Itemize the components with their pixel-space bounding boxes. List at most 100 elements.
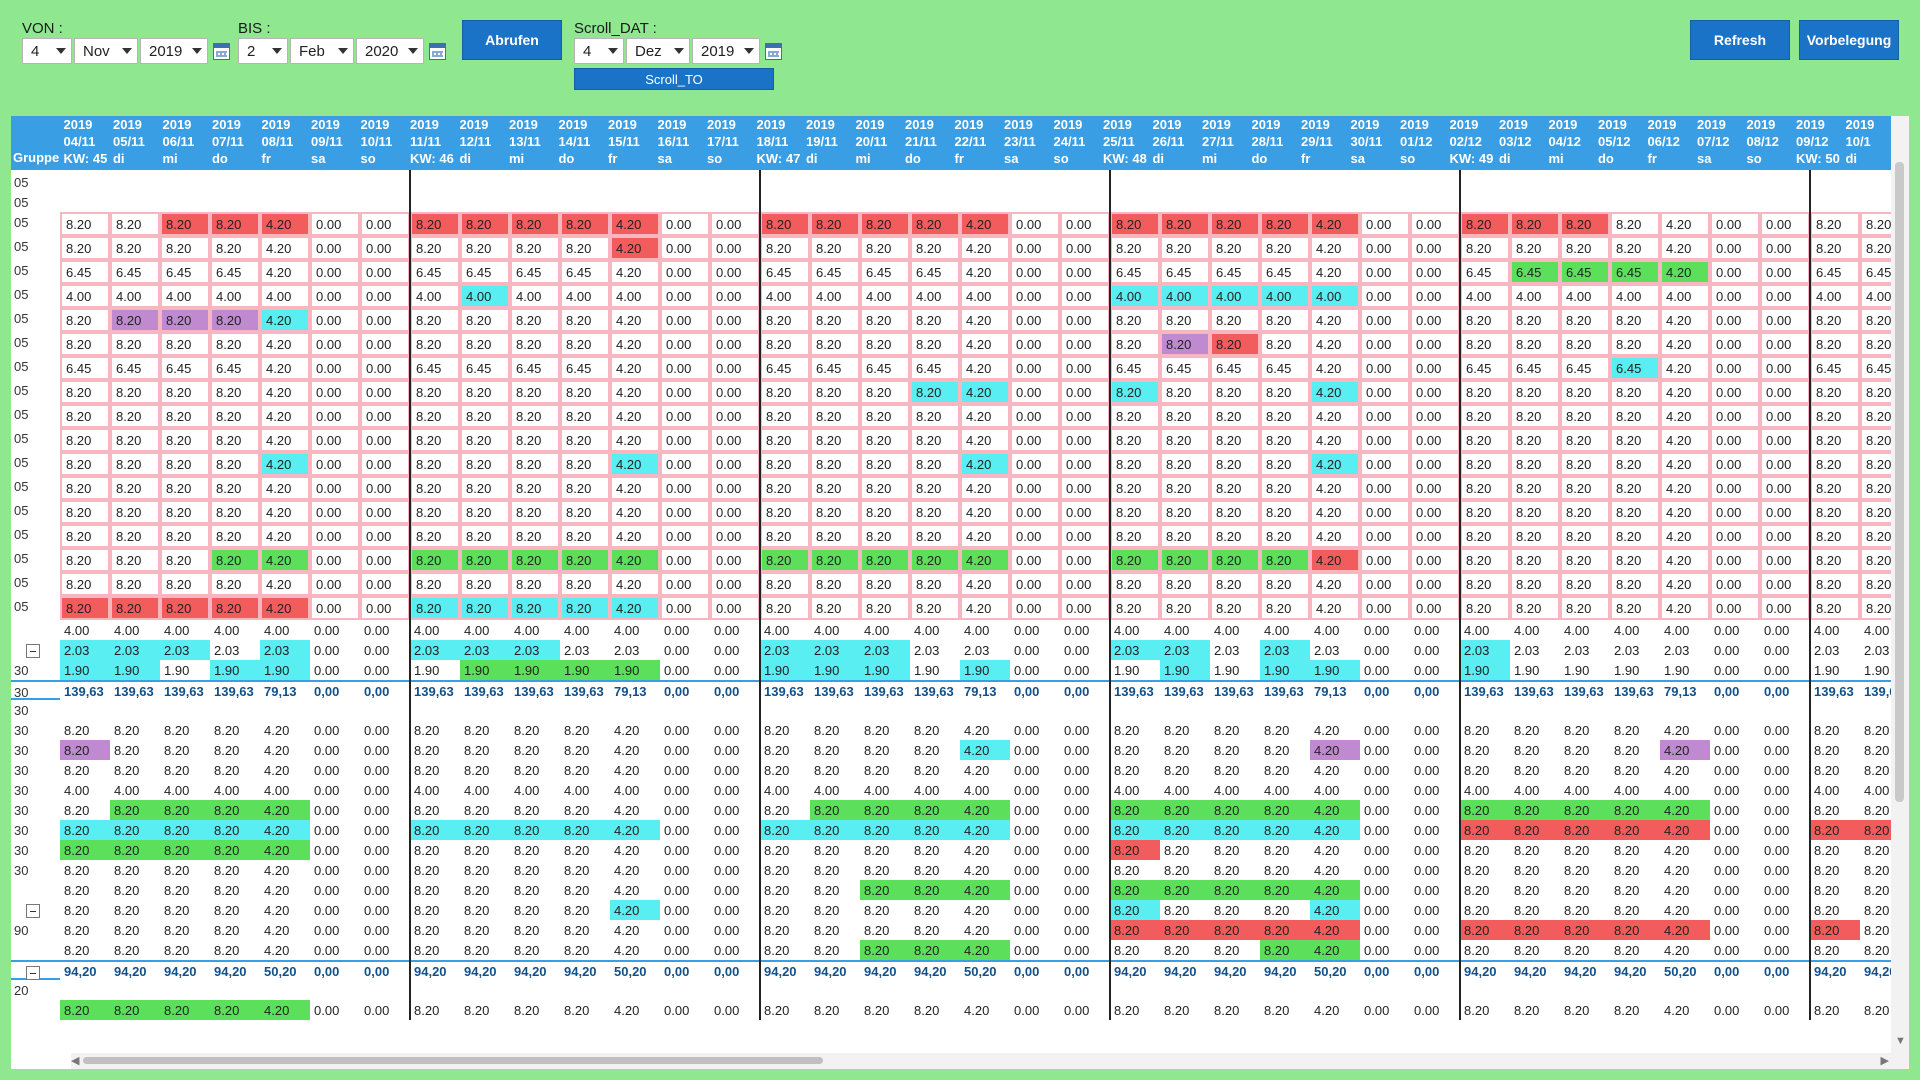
value-cell[interactable]: 4.20 [1314,762,1340,778]
value-cell[interactable]: 8.20 [1264,902,1290,918]
value-cell[interactable]: 6.45 [160,260,210,284]
value-cell[interactable]: 2.03 [1460,640,1510,660]
value-cell[interactable]: 8.20 [1110,500,1160,524]
value-cell[interactable]: 8.20 [410,820,460,840]
value-cell[interactable]: 4.00 [1314,782,1340,798]
value-cell[interactable]: 4.00 [1514,782,1540,798]
value-cell[interactable]: 8.20 [860,404,910,428]
value-cell[interactable]: 8.20 [810,212,860,236]
scroll-month-dropdown[interactable]: Dez [626,38,690,64]
value-cell[interactable]: 8.20 [860,596,910,620]
value-cell[interactable]: 8.20 [1860,476,1891,500]
value-cell[interactable]: 8.20 [510,452,560,476]
value-cell[interactable]: 8.20 [1260,404,1310,428]
value-cell[interactable]: 0.00 [1714,762,1740,778]
value-cell[interactable]: 0.00 [1360,332,1410,356]
value-cell[interactable]: 4.00 [64,622,90,638]
value-cell[interactable]: 8.20 [510,548,560,572]
value-cell[interactable]: 8.20 [1860,548,1891,572]
value-cell[interactable]: 8.20 [114,902,140,918]
value-cell[interactable]: 4.00 [1464,622,1490,638]
value-cell[interactable]: 0.00 [310,212,360,236]
value-cell[interactable]: 8.20 [410,452,460,476]
value-cell[interactable]: 8.20 [210,404,260,428]
value-cell[interactable]: 8.20 [414,742,440,758]
value-cell[interactable]: 8.20 [60,476,110,500]
value-cell[interactable]: 8.20 [1210,820,1260,840]
value-cell[interactable]: 8.20 [1814,862,1840,878]
value-cell[interactable]: 8.20 [564,1002,590,1018]
value-cell[interactable]: 8.20 [464,922,490,938]
value-cell[interactable]: 8.20 [810,800,860,820]
value-cell[interactable]: 4.20 [1660,596,1710,620]
value-cell[interactable]: 0.00 [710,356,760,380]
value-cell[interactable]: 0.00 [1714,782,1740,798]
value-cell[interactable]: 0.00 [714,742,740,758]
value-cell[interactable]: 8.20 [910,380,960,404]
value-cell[interactable]: 4.20 [1310,332,1360,356]
value-cell[interactable]: 8.20 [210,548,260,572]
value-cell[interactable]: 4.20 [614,882,640,898]
value-cell[interactable]: 8.20 [1260,332,1310,356]
value-cell[interactable]: 0.00 [1414,742,1440,758]
value-cell[interactable]: 0.00 [1714,862,1740,878]
value-cell[interactable]: 4.20 [614,802,640,818]
value-cell[interactable]: 8.20 [1560,452,1610,476]
value-cell[interactable]: 2.03 [1214,642,1240,658]
value-cell[interactable]: 4.20 [964,722,990,738]
value-cell[interactable]: 8.20 [510,404,560,428]
value-cell[interactable]: 0.00 [1410,308,1460,332]
value-cell[interactable]: 2.03 [564,642,590,658]
value-cell[interactable]: 4.20 [1660,308,1710,332]
value-cell[interactable]: 4.20 [1664,762,1690,778]
value-cell[interactable]: 0.00 [360,356,410,380]
value-cell[interactable]: 0.00 [1414,822,1440,838]
value-cell[interactable]: 4.00 [1814,782,1840,798]
value-cell[interactable]: 8.20 [764,902,790,918]
value-cell[interactable]: 4.20 [1310,596,1360,620]
value-cell[interactable]: 8.20 [210,820,260,840]
value-cell[interactable]: 4.00 [1164,622,1190,638]
value-cell[interactable]: 4.20 [614,922,640,938]
value-cell[interactable]: 4.20 [964,902,990,918]
value-cell[interactable]: 8.20 [114,862,140,878]
value-cell[interactable]: 0.00 [1760,404,1810,428]
value-cell[interactable]: 0.00 [1010,212,1060,236]
value-cell[interactable]: 4.00 [1214,782,1240,798]
value-cell[interactable]: 4.20 [264,882,290,898]
value-cell[interactable]: 8.20 [760,212,810,236]
value-cell[interactable]: 8.20 [160,548,210,572]
value-cell[interactable]: 8.20 [1514,762,1540,778]
value-cell[interactable]: 0.00 [1410,500,1460,524]
value-cell[interactable]: 0.00 [714,882,740,898]
value-cell[interactable]: 0.00 [364,622,390,638]
value-cell[interactable]: 8.20 [1810,476,1860,500]
value-cell[interactable]: 0.00 [1364,782,1390,798]
value-cell[interactable]: 8.20 [210,524,260,548]
value-cell[interactable]: 8.20 [110,572,160,596]
value-cell[interactable]: 4.20 [1660,428,1710,452]
value-cell[interactable]: 0.00 [1714,802,1740,818]
value-cell[interactable]: 4.00 [1110,284,1160,308]
value-cell[interactable]: 8.20 [1464,722,1490,738]
scroll-day-dropdown[interactable]: 4 [574,38,624,64]
value-cell[interactable]: 0.00 [1060,500,1110,524]
value-cell[interactable]: 0.00 [664,642,690,658]
value-cell[interactable]: 8.20 [110,1000,160,1020]
value-cell[interactable]: 4.20 [960,880,1010,900]
value-cell[interactable]: 4.20 [960,820,1010,840]
value-cell[interactable]: 4.00 [1560,284,1610,308]
value-cell[interactable]: 0.00 [1710,452,1760,476]
value-cell[interactable]: 0.00 [1364,822,1390,838]
value-cell[interactable]: 0.00 [1410,212,1460,236]
value-cell[interactable]: 8.20 [1214,742,1240,758]
value-cell[interactable]: 8.20 [1210,920,1260,940]
scroll-year-dropdown[interactable]: 2019 [692,38,760,64]
value-cell[interactable]: 0.00 [1760,452,1810,476]
value-cell[interactable]: 8.20 [410,596,460,620]
value-cell[interactable]: 8.20 [110,404,160,428]
value-cell[interactable]: 8.20 [1260,308,1310,332]
value-cell[interactable]: 4.20 [1314,842,1340,858]
value-cell[interactable]: 8.20 [1610,920,1660,940]
value-cell[interactable]: 0.00 [1414,1002,1440,1018]
